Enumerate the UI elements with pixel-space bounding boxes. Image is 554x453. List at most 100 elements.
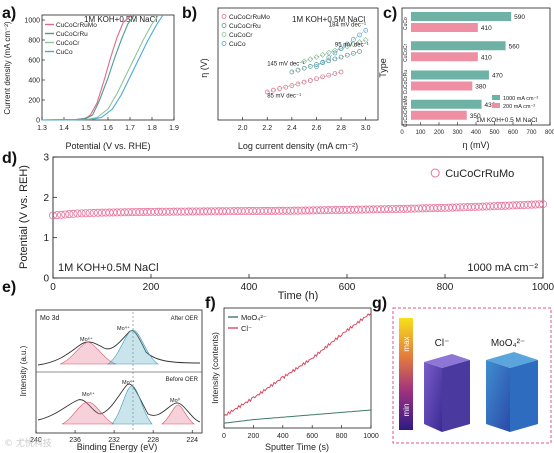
b-fit-line-CuCoCrRu: [291, 51, 360, 73]
b-point-CuCoCrRu: [338, 54, 344, 60]
b-point-CuCoCrRu: [326, 58, 332, 64]
f-series-line: [223, 312, 372, 417]
b-fit-line-CuCoCrRuMo: [267, 71, 342, 93]
d-ytick-label: 3: [43, 153, 49, 164]
c-category-label: CuCoCrRu: [403, 70, 409, 95]
b-legend-marker: [221, 32, 227, 37]
panel-g-cube-cl: [424, 354, 470, 432]
a-ytick-label: 1000: [24, 18, 40, 25]
panel-c-xlabel: η (mV): [463, 140, 490, 150]
b-point-CuCoCrRuMo: [320, 74, 325, 80]
a-xtick-label: 1.7: [125, 125, 135, 132]
d-point: [286, 206, 295, 215]
panel-a-label: a): [2, 5, 16, 22]
f-xtick-label: 400: [277, 433, 289, 440]
d-point: [73, 209, 82, 218]
panel-d-label: d): [2, 150, 17, 167]
b-legend-label: CuCo: [229, 41, 246, 48]
c-bar-CuCo: [411, 23, 478, 32]
b-xtick-label: 2.6: [312, 125, 322, 132]
e-xtick-label: 224: [186, 437, 198, 444]
d-legend-marker: [430, 168, 440, 178]
c-bar-value: 560: [509, 43, 520, 50]
panel-e-label: e): [2, 279, 16, 296]
c-xtick-label: 700: [526, 130, 537, 136]
c-legend-swatch: [492, 95, 500, 100]
d-point: [85, 209, 94, 218]
d-point: [69, 209, 78, 218]
c-bar-CuCoCrRu: [411, 70, 489, 80]
panel-e-peak-label-mo6-before: Mo⁶⁺: [82, 391, 95, 398]
b-legend-marker: [221, 41, 227, 46]
panel-d-annotation-current: 1000 mA cm⁻²: [467, 262, 538, 274]
panel-b-ylabel: η (V): [199, 58, 209, 78]
b-point-CuCoCrRuMo: [264, 89, 270, 95]
panel-d-plot-frame: [52, 156, 544, 279]
panel-g-colorbar-max: max: [402, 336, 411, 351]
panel-e-before-envelope: [37, 383, 201, 423]
b-point-CuCo: [314, 64, 319, 70]
a-series-line-CuCo: [41, 14, 164, 121]
d-point: [77, 209, 86, 218]
b-tafel-label: 184 mV dec⁻¹: [329, 23, 366, 29]
panel-g: max min Cl⁻ MoO₄²⁻: [392, 307, 552, 444]
b-point-CuCoCrRu: [307, 64, 313, 69]
a-legend-label: CuCoCr: [56, 40, 80, 47]
panel-b-xlabel: Log current density (mA cm⁻²): [238, 141, 358, 151]
e-xtick-label: 236: [69, 437, 81, 444]
d-ytick-label: 1: [43, 233, 49, 244]
c-bar-value: 410: [481, 54, 492, 61]
panel-e-before-peak-mo0: [161, 404, 195, 425]
c-xtick-label: 500: [489, 130, 500, 136]
e-xtick-label: 240: [30, 437, 42, 444]
d-legend-label: CuCoCrRuMo: [445, 168, 514, 180]
panel-e-before-peak-mo6: [61, 401, 115, 425]
d-point: [237, 207, 246, 216]
a-ytick-label: 400: [28, 78, 40, 85]
panel-b-plot-frame: [217, 7, 379, 121]
panel-e-ylabel: Intensity (a.u.): [19, 345, 28, 396]
d-point: [433, 204, 442, 213]
a-legend-label: CuCoCrRuMo: [56, 22, 97, 29]
a-ytick-label: 200: [28, 98, 40, 105]
b-point-CuCoCrRuMo: [301, 79, 307, 85]
d-xtick-label: 200: [143, 282, 160, 293]
panel-a-annotation: 1M KOH+0.5M NaCl: [84, 15, 157, 24]
c-bar-CuCoCrRuMo: [411, 99, 482, 109]
b-point-CuCoCr: [313, 54, 320, 61]
b-legend-label: CuCoCr: [229, 32, 253, 39]
c-xtick-label: 300: [452, 130, 463, 136]
a-ytick-label: 0: [36, 118, 40, 125]
b-point-CuCoCrRu: [332, 56, 338, 62]
d-ytick-label: 0: [43, 274, 49, 285]
d-xtick-label: 600: [339, 282, 356, 293]
c-bar-CuCo: [411, 12, 512, 21]
panel-g-label-cl: Cl⁻: [435, 338, 450, 349]
d-xtick-label: 1000: [532, 282, 554, 293]
c-xtick-label: 200: [434, 130, 445, 136]
c-xtick-label: 0: [400, 130, 404, 136]
d-point: [49, 211, 58, 220]
panel-e-peak-label-mo0: Mo⁰: [170, 397, 181, 404]
panel-g-label: g): [372, 295, 387, 312]
b-point-CuCoCrRuMo: [338, 69, 344, 75]
c-bar-CuCoCr: [411, 41, 506, 51]
b-point-CuCo: [344, 41, 350, 47]
d-point: [65, 210, 74, 219]
panel-g-colorbar: [399, 318, 413, 430]
c-xtick-label: 400: [471, 130, 482, 136]
d-point: [482, 202, 491, 211]
panel-d: 0 1 2 3 0 200 400 600 800 1000 CuCoCrRuMo 1M KOH+…: [18, 153, 554, 303]
a-xtick-label: 1.5: [81, 125, 91, 132]
c-xtick-label: 800: [545, 130, 554, 136]
panel-b-annotation: 1M KOH+0.5M NaCl: [292, 15, 365, 24]
c-category-label: CuCoCr: [403, 44, 409, 62]
d-point: [93, 208, 102, 217]
watermark: © 尤悦科技: [4, 437, 52, 449]
d-point: [384, 205, 393, 214]
panel-e-before-peak-mo4: [111, 385, 153, 425]
a-legend-label: CuCoCrRu: [56, 31, 88, 38]
d-xtick-label: 0: [50, 282, 56, 293]
b-point-CuCoCrRu: [357, 49, 362, 54]
